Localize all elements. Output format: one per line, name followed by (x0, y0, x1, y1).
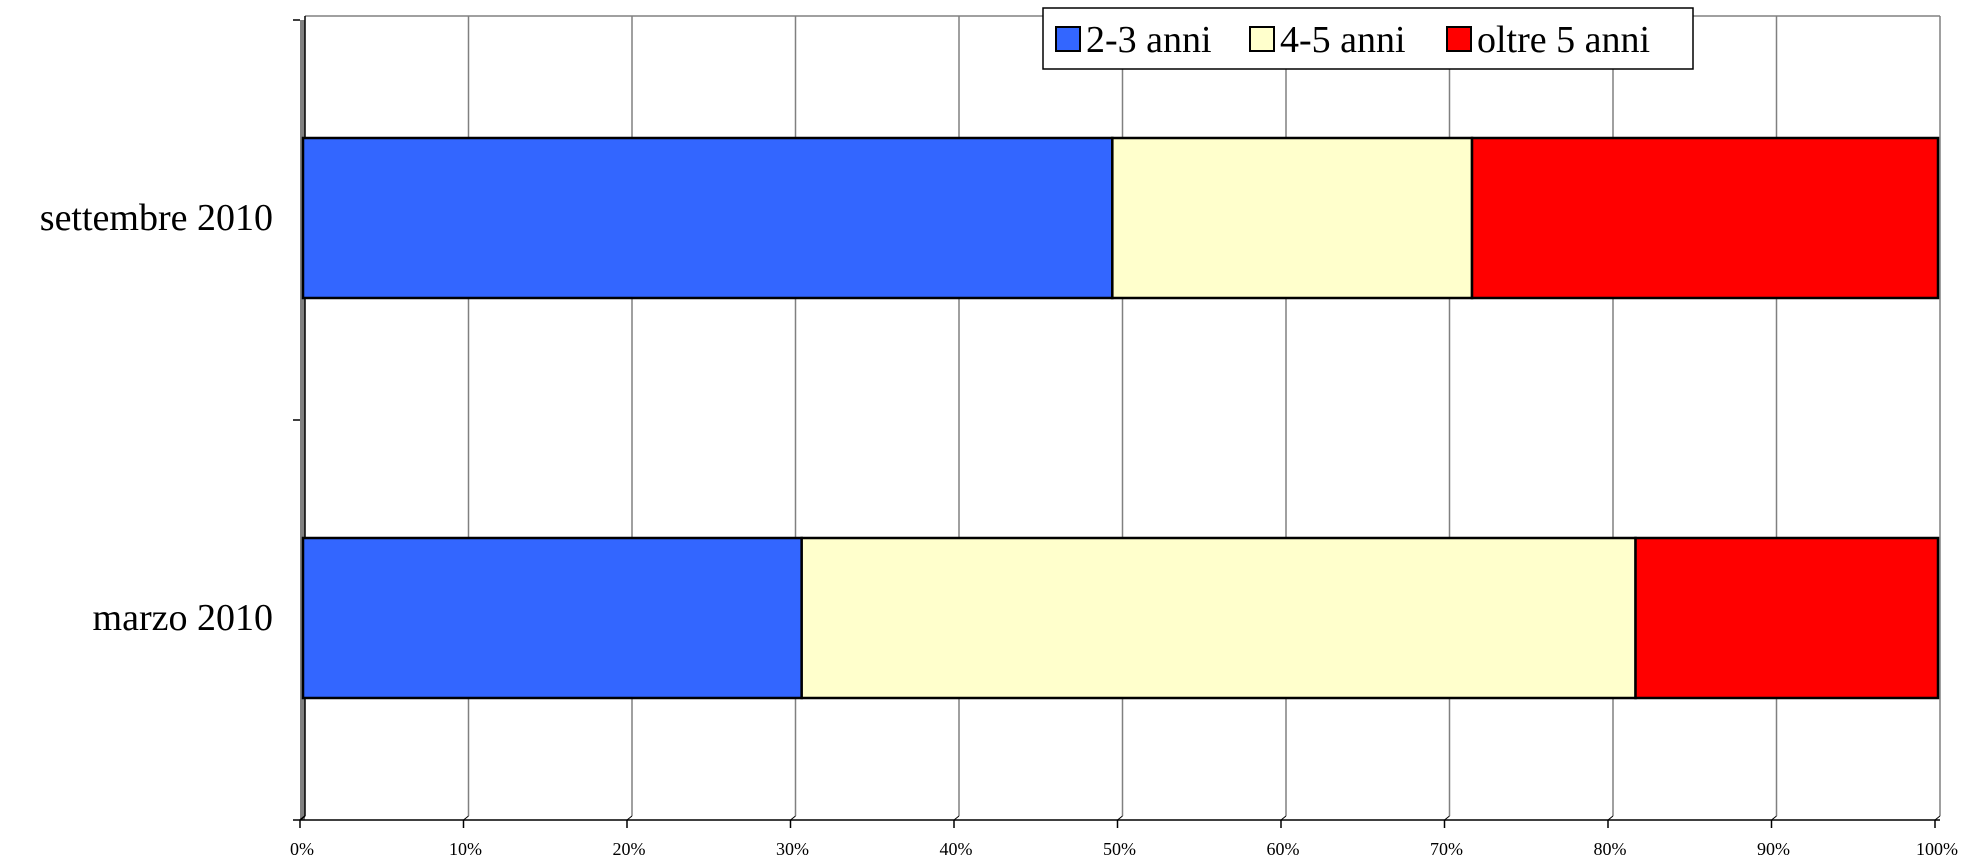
x-tick-label: 0% (290, 839, 314, 859)
y-axis-wall (300, 20, 305, 820)
x-tick-label: 60% (1267, 839, 1300, 859)
x-tick-label: 10% (449, 839, 482, 859)
legend-swatch-3 (1446, 26, 1472, 52)
x-tick-label: 50% (1103, 839, 1136, 859)
x-tick-label: 70% (1430, 839, 1463, 859)
category-label: settembre 2010 (40, 197, 273, 239)
bar-segment-3-1 (1470, 136, 1940, 300)
x-tick-label: 30% (776, 839, 809, 859)
bar-segment-2-1 (1111, 136, 1474, 300)
legend-label-2: 4-5 anni (1280, 19, 1406, 61)
x-tick-labels: 0% 10% 20% 30% 40% 50% 60% 70% 80% 90% 100% (290, 839, 1958, 859)
x-tick-label: 100% (1916, 839, 1958, 859)
legend-label-3: oltre 5 anni (1477, 19, 1650, 61)
legend-swatch-1 (1055, 26, 1081, 52)
bar-segment-3-2 (1634, 536, 1940, 700)
x-tick-label: 90% (1757, 839, 1790, 859)
x-tick-join (1117, 815, 1123, 821)
x-tick-join (1444, 815, 1450, 821)
x-tick-join (1771, 815, 1777, 821)
bar-segment-2-2 (800, 536, 1637, 700)
x-tick-join (463, 815, 469, 821)
x-tick-join (1607, 815, 1614, 821)
x-tick-join (953, 815, 960, 821)
x-tick-join (790, 815, 796, 821)
x-tick-label: 40% (940, 839, 973, 859)
legend: 2-3 anni 4-5 anni oltre 5 anni (1042, 7, 1694, 70)
category-label: marzo 2010 (93, 597, 273, 639)
legend-swatch-2 (1249, 26, 1275, 52)
x-tick-join (626, 815, 633, 821)
x-tick-join (1934, 815, 1941, 821)
bar-segment-1-2 (301, 536, 803, 700)
bars (301, 136, 1940, 700)
x-tick-label: 80% (1594, 839, 1627, 859)
x-tick-join (1280, 815, 1287, 821)
x-tick-label: 20% (613, 839, 646, 859)
x-tick-join (299, 815, 306, 821)
legend-label-1: 2-3 anni (1086, 19, 1212, 61)
legend-box (1042, 7, 1694, 70)
category-labels: settembre 2010 marzo 2010 (40, 197, 273, 639)
bar-segment-1-1 (301, 136, 1114, 300)
